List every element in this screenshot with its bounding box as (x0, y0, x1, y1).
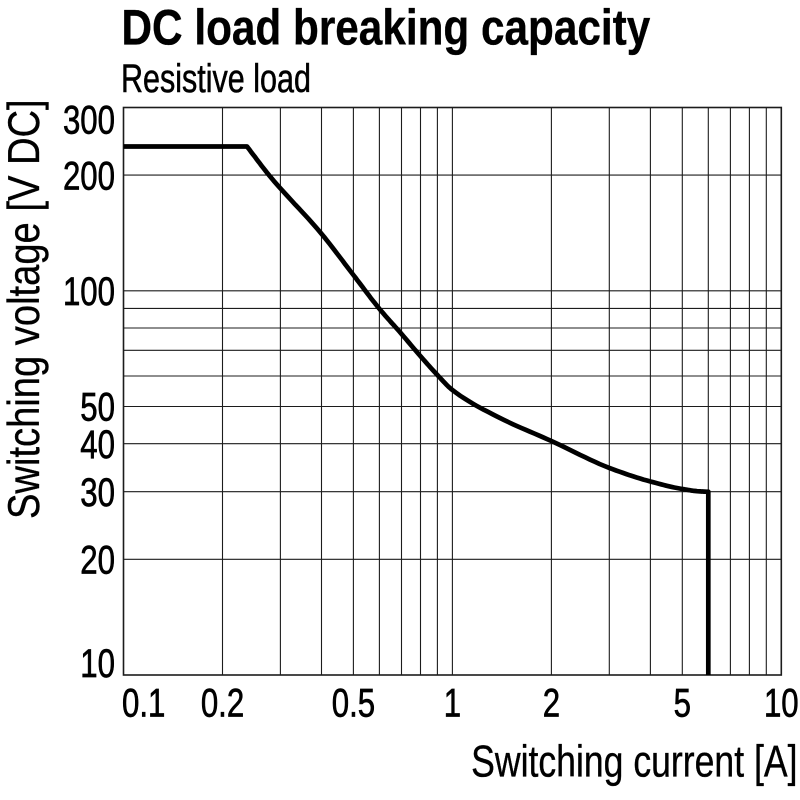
svg-text:50: 50 (80, 385, 115, 430)
svg-text:2: 2 (543, 681, 560, 726)
svg-text:DC load breaking capacity: DC load breaking capacity (122, 0, 651, 55)
svg-text:10: 10 (764, 681, 799, 726)
svg-text:20: 20 (80, 538, 115, 583)
svg-text:5: 5 (674, 681, 691, 726)
svg-text:0.1: 0.1 (122, 681, 165, 726)
svg-text:300: 300 (63, 98, 115, 143)
svg-text:0.2: 0.2 (201, 681, 244, 726)
svg-text:100: 100 (63, 269, 115, 314)
svg-text:1: 1 (444, 681, 461, 726)
svg-text:Switching current [A]: Switching current [A] (471, 737, 797, 787)
svg-text:Resistive load: Resistive load (121, 56, 311, 101)
svg-text:200: 200 (63, 154, 115, 199)
svg-text:10: 10 (80, 641, 115, 686)
svg-text:30: 30 (80, 470, 115, 515)
svg-text:0.5: 0.5 (332, 681, 375, 726)
svg-text:40: 40 (80, 422, 115, 467)
svg-text:Switching voltage [V DC]: Switching voltage [V DC] (0, 99, 49, 519)
